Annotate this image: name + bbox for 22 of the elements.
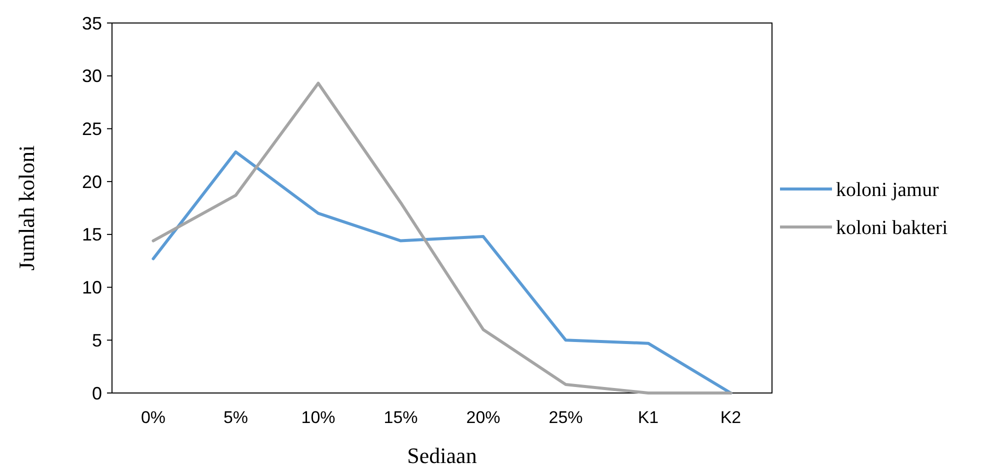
y-tick-label: 25 xyxy=(82,119,102,140)
y-tick-label: 20 xyxy=(82,172,102,192)
line-series xyxy=(152,82,732,394)
line-series xyxy=(152,150,732,394)
legend-label: koloni jamur xyxy=(836,179,940,201)
y-tick-label: 15 xyxy=(82,224,102,245)
y-tick-label: 0 xyxy=(92,383,102,404)
x-tick-label: 25% xyxy=(548,408,583,427)
x-tick-label: K1 xyxy=(638,408,659,427)
y-axis-title: Jumlah koloni xyxy=(14,145,39,271)
x-tick-label: 10% xyxy=(301,408,336,427)
y-tick-label: 5 xyxy=(92,330,102,350)
x-tick-label: 20% xyxy=(466,408,500,427)
x-tick-label: 0% xyxy=(140,408,166,427)
legend-label: koloni bakteri xyxy=(836,217,948,239)
y-tick-label: 30 xyxy=(82,66,102,86)
y-tick-label: 10 xyxy=(82,278,102,298)
y-tick-label: 35 xyxy=(82,13,102,34)
x-tick-label: K2 xyxy=(720,408,742,427)
x-tick-label: 5% xyxy=(223,408,248,427)
x-axis-title: Sediaan xyxy=(407,443,477,468)
x-tick-label: 15% xyxy=(384,408,418,427)
